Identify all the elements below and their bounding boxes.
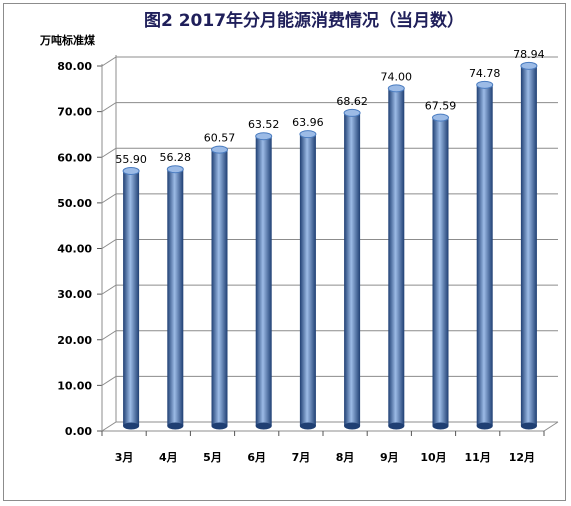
label-layer: 0.00 10.00 20.00 30.00 40.00 50.00 60.00 70.00 8… [57,48,544,464]
bar-base [388,422,405,430]
y-tick-label: 30.00 [57,288,92,301]
y-tick-label: 80.00 [57,60,92,73]
bar-cap [211,145,228,154]
bar-cap [299,130,317,139]
chart-frame: 图2 2017年分月能源消费情况（当月数） 万吨标准煤 0.00 10.00 20.… [3,3,566,501]
bar-base [123,422,140,430]
y-tick-label: 60.00 [57,151,92,164]
bar-chart: 图2 2017年分月能源消费情况（当月数） 万吨标准煤 0.00 10.00 20.… [39,10,559,464]
data-label: 78.94 [513,48,545,61]
bar-body [255,136,272,426]
data-label: 56.28 [160,151,192,164]
data-label: 68.62 [336,95,368,108]
x-tick-label: 7月 [292,451,311,464]
y-tick-label: 70.00 [57,106,92,119]
x-tick-label: 9月 [380,451,399,464]
data-label: 67.59 [425,100,457,113]
bar-base [167,422,184,430]
bar-cap [520,61,538,70]
bar-base [432,422,449,430]
bar-body [211,149,228,427]
x-tick-label: 10月 [420,451,446,464]
x-tick-label: 6月 [247,451,266,464]
bar-cap [387,84,405,93]
bar-base [520,422,537,430]
data-label: 63.52 [248,118,280,131]
bar-base [476,422,493,430]
y-axis-label: 万吨标准煤 [39,33,96,47]
y-tick-label: 40.00 [57,243,92,256]
data-label: 55.90 [115,153,147,166]
bar-cap [122,166,140,175]
y-tick-label: 0.00 [65,425,92,438]
bar-base [299,422,316,430]
x-tick-label: 12月 [509,451,535,464]
bar-body [476,84,493,426]
bar-cap [343,108,361,117]
data-label: 60.57 [204,132,236,145]
x-tick-label: 3月 [115,451,134,464]
data-label: 74.00 [381,70,413,83]
bar-body [344,112,361,426]
bar-cap [476,80,494,89]
data-label: 74.78 [469,67,501,80]
bar-base [255,422,272,430]
bar-body [299,134,316,426]
bar-body [432,117,449,426]
bar-cap [166,165,184,174]
bar-body [123,170,140,426]
data-label: 63.96 [292,116,324,129]
bar-body [167,169,184,426]
bar-body [520,65,537,427]
bar-layer [122,61,538,430]
x-tick-label: 8月 [336,451,355,464]
x-tick-label: 4月 [159,451,178,464]
y-tick-label: 50.00 [57,197,92,210]
bar-body [388,88,405,426]
y-tick-label: 20.00 [57,334,92,347]
x-tick-label: 5月 [203,451,222,464]
axis-layer [97,55,559,436]
bar-cap [432,113,449,122]
bar-base [344,422,361,430]
y-tick-label: 10.00 [57,379,92,392]
x-tick-label: 11月 [465,451,491,464]
bar-base [211,422,228,430]
chart-title: 图2 2017年分月能源消费情况（当月数） [144,10,464,31]
bar-cap [255,132,273,141]
gridline [101,56,558,67]
